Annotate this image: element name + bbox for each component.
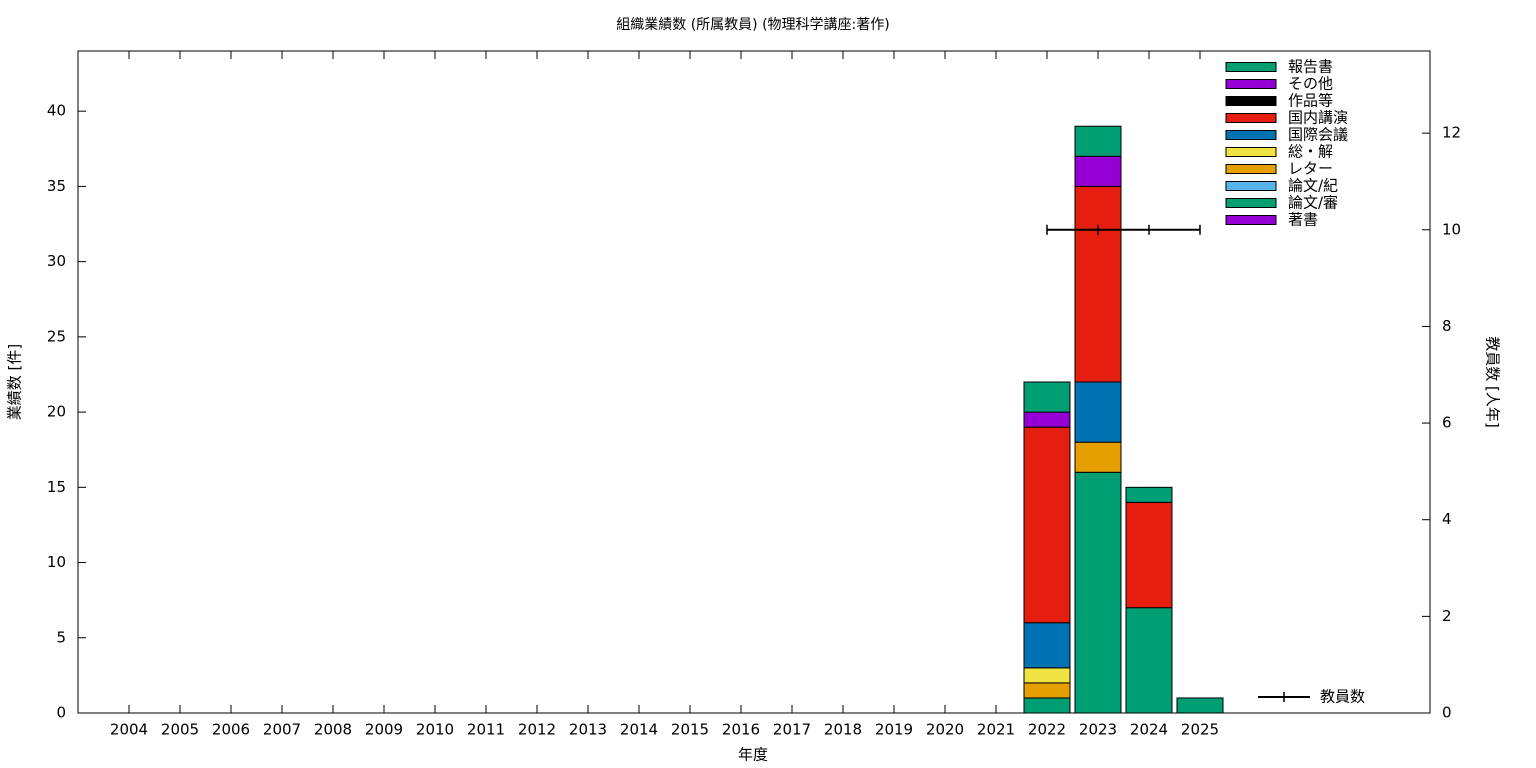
x-tick-label: 2007 <box>263 721 301 739</box>
legend-label: その他 <box>1288 75 1333 93</box>
x-tick-label: 2009 <box>365 721 403 739</box>
legend-label: 作品等 <box>1288 92 1333 110</box>
plot-frame <box>77 50 1431 714</box>
legend-swatch <box>1225 96 1277 106</box>
y-tick-label: 15 <box>47 478 66 496</box>
legend-label: 国際会議 <box>1288 126 1348 144</box>
y2-tick-label: 6 <box>1442 414 1452 432</box>
y-tick-label: 0 <box>56 704 66 722</box>
x-tick-label: 2018 <box>824 721 862 739</box>
legend-label: 総・解 <box>1288 143 1333 161</box>
legend-swatch <box>1225 130 1277 140</box>
bar-segment <box>1074 185 1122 383</box>
x-tick-label: 2014 <box>620 721 658 739</box>
y-tick-label: 5 <box>56 628 66 646</box>
legend-swatch <box>1225 79 1277 89</box>
y-tick-label: 20 <box>47 403 66 421</box>
x-tick-label: 2006 <box>212 721 250 739</box>
bar-segment <box>1074 155 1122 187</box>
x-tick-label: 2021 <box>977 721 1015 739</box>
y-tick-label: 40 <box>47 102 66 120</box>
x-tick-label: 2005 <box>161 721 199 739</box>
y2-tick-label: 2 <box>1442 607 1452 625</box>
bar-segment <box>1074 471 1122 714</box>
bar-segment <box>1176 697 1224 714</box>
x-tick-label: 2017 <box>773 721 811 739</box>
bar-segment <box>1023 411 1071 428</box>
y-axis-label: 業績数 [件] <box>6 344 24 420</box>
legend-swatch <box>1225 113 1277 123</box>
x-tick-label: 2024 <box>1130 721 1168 739</box>
y2-tick-label: 12 <box>1442 124 1461 142</box>
bar-segment <box>1023 697 1071 714</box>
x-tick-label: 2012 <box>518 721 556 739</box>
y2-tick-label: 10 <box>1442 220 1461 238</box>
bar-segment <box>1023 667 1071 684</box>
x-axis-label: 年度 <box>738 746 768 764</box>
bar-segment <box>1074 125 1122 157</box>
x-tick-label: 2025 <box>1181 721 1219 739</box>
bar-segment <box>1125 486 1173 503</box>
bar-segment <box>1023 381 1071 413</box>
x-tick-label: 2011 <box>467 721 505 739</box>
y-tick-label: 35 <box>47 177 66 195</box>
legend-swatch <box>1225 215 1277 225</box>
bar-segment <box>1023 682 1071 699</box>
y2-tick-label: 0 <box>1442 704 1452 722</box>
bar-segment <box>1125 501 1173 609</box>
y2-tick-label: 8 <box>1442 317 1452 335</box>
chart-title: 組織業績数 (所属教員) (物理科学講座:著作) <box>616 17 889 33</box>
x-tick-label: 2013 <box>569 721 607 739</box>
legend-swatch <box>1225 147 1277 157</box>
legend-label: レター <box>1288 160 1333 178</box>
legend-label: 教員数 <box>1320 688 1365 706</box>
legend-swatch <box>1225 164 1277 174</box>
x-tick-label: 2015 <box>671 721 709 739</box>
bar-segment <box>1074 441 1122 473</box>
x-tick-label: 2020 <box>926 721 964 739</box>
bar-segment <box>1023 622 1071 669</box>
x-tick-label: 2008 <box>314 721 352 739</box>
x-tick-label: 2004 <box>110 721 148 739</box>
legend-swatch <box>1225 198 1277 208</box>
x-tick-label: 2019 <box>875 721 913 739</box>
legend-label: 報告書 <box>1288 58 1333 76</box>
x-tick-label: 2023 <box>1079 721 1117 739</box>
bar-segment <box>1023 426 1071 624</box>
legend-swatch <box>1225 62 1277 72</box>
y-tick-label: 25 <box>47 327 66 345</box>
bar-segment <box>1125 607 1173 714</box>
legend-label: 論文/審 <box>1288 194 1338 212</box>
legend-swatch <box>1225 181 1277 191</box>
y-tick-label: 30 <box>47 252 66 270</box>
x-tick-label: 2016 <box>722 721 760 739</box>
y2-axis-label: 教員数 [人年] <box>1484 336 1502 427</box>
x-tick-label: 2010 <box>416 721 454 739</box>
y2-tick-label: 4 <box>1442 510 1452 528</box>
legend-label: 国内講演 <box>1288 109 1348 127</box>
y-tick-label: 10 <box>47 553 66 571</box>
bar-segment <box>1074 381 1122 443</box>
x-tick-label: 2022 <box>1028 721 1066 739</box>
legend-label: 論文/紀 <box>1288 177 1338 195</box>
legend-label: 著書 <box>1288 211 1318 229</box>
